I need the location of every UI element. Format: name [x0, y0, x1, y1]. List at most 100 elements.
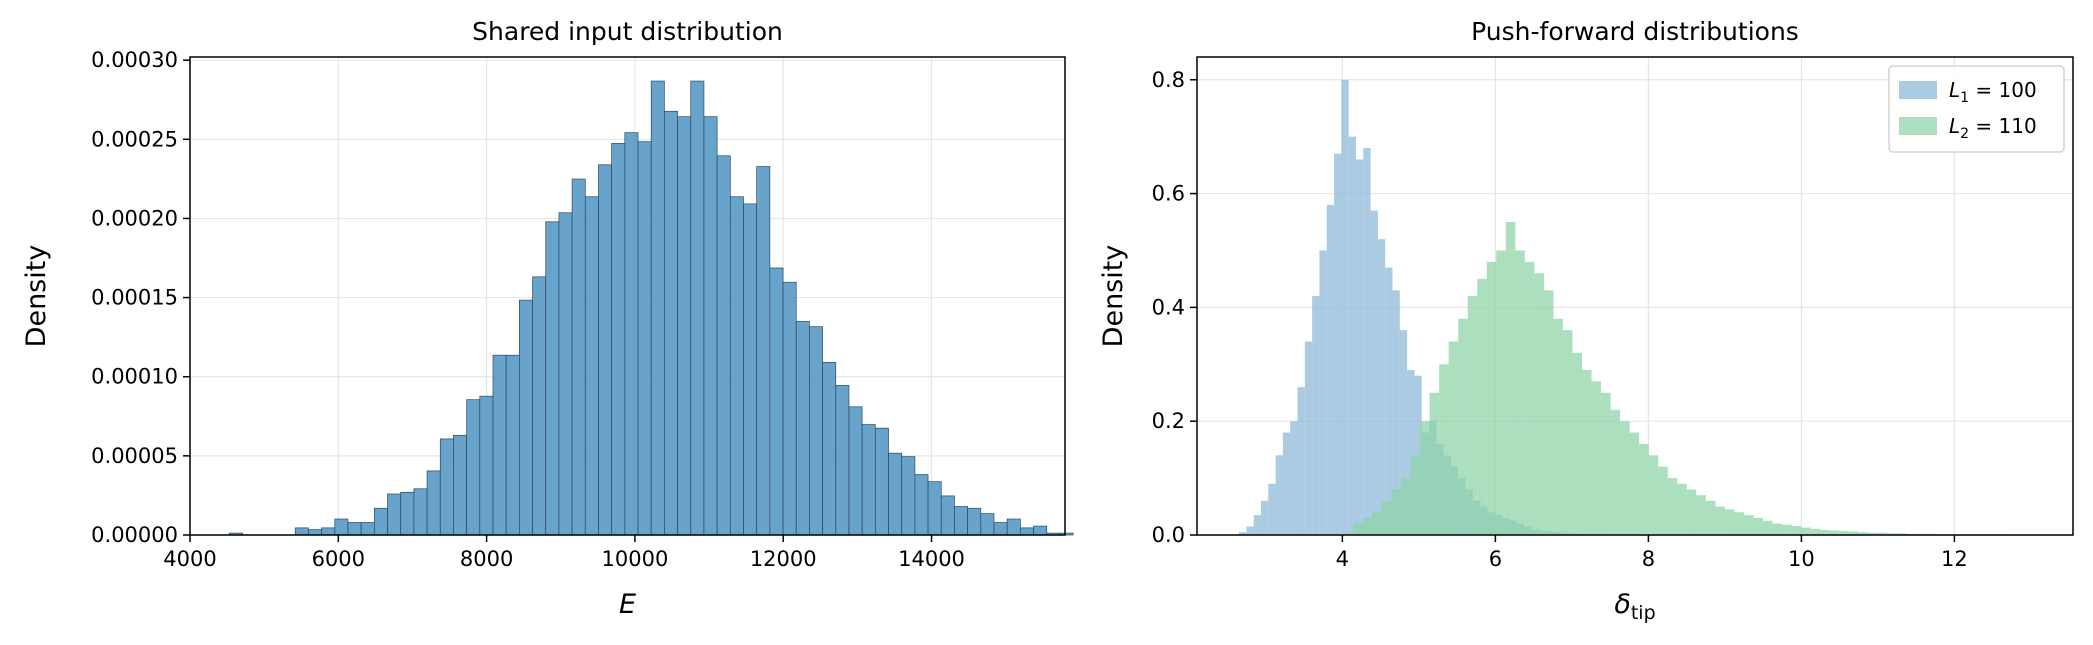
x-tick-label: 6000 — [312, 547, 365, 571]
legend-entry-l1: L1 = 100 — [1899, 78, 2037, 106]
histogram-bar-l2 — [1848, 531, 1859, 535]
histogram-bar-l1 — [1341, 79, 1349, 535]
x-tick-label: 12 — [1941, 547, 1968, 571]
histogram-bar-l2 — [1858, 532, 1868, 535]
y-tick-label: 0.4 — [1152, 295, 1185, 319]
y-tick-label: 0.00020 — [91, 206, 178, 230]
legend-label-l2: L2 = 110 — [1949, 114, 2037, 142]
x-tick-label: 10 — [1788, 547, 1815, 571]
y-tick-label: 0.00005 — [91, 444, 178, 468]
histogram-bar-l2 — [1401, 478, 1411, 535]
histogram-bar — [1033, 525, 1048, 536]
histogram-bar-l2 — [1429, 392, 1440, 535]
histogram-bar-l2 — [1743, 515, 1754, 535]
histogram-bar-l2 — [1667, 478, 1678, 535]
histogram-bar — [453, 434, 467, 536]
histogram-bar — [479, 395, 494, 536]
histogram-bar-l2 — [1629, 432, 1640, 535]
histogram-bar — [466, 399, 481, 536]
histogram-bar-l2 — [1582, 369, 1592, 535]
legend-label-l1: L1 = 100 — [1949, 78, 2037, 106]
legend-label-l1-sub: 1 — [1960, 90, 1969, 106]
histogram-bar — [940, 495, 955, 536]
histogram-bar-l2 — [1448, 341, 1459, 535]
histogram-bar — [334, 518, 349, 536]
histogram-bar-l1 — [1239, 532, 1247, 535]
x-axis-label-main: δ — [1614, 589, 1631, 620]
histogram-bar-l1 — [1399, 330, 1408, 535]
histogram-bar-l2 — [1867, 532, 1878, 535]
histogram-bar-l2 — [1534, 273, 1544, 535]
histogram-bar-l2 — [1343, 532, 1354, 535]
histogram-series-l2 — [1343, 222, 2011, 535]
x-tick-label: 4000 — [163, 547, 216, 571]
histogram-bar — [822, 361, 837, 536]
histogram-bar — [426, 470, 441, 536]
histogram-bar-l1 — [1407, 369, 1415, 535]
histogram-bar — [650, 80, 665, 536]
histogram-bar — [400, 491, 415, 536]
histogram-bar — [373, 507, 388, 536]
chart-push-forward: 4 6 8 10 12 0.00.20.40.60.8 Push-forward dis… — [1098, 17, 2074, 624]
histogram-bar — [571, 178, 586, 536]
histogram-bar-l1 — [1385, 267, 1393, 535]
legend: L1 = 100 L2 = 110 — [1888, 65, 2065, 153]
histogram-bar — [874, 427, 889, 536]
histogram-bar-l2 — [1410, 455, 1421, 535]
x-axis-label: δtip — [1614, 589, 1655, 624]
histogram-bar-l1 — [1392, 290, 1400, 535]
y-axis-label: Density — [1098, 245, 1129, 348]
histogram-bar — [360, 522, 375, 536]
histogram-bar-l2 — [1391, 489, 1402, 535]
histogram-bar-l1 — [1377, 239, 1386, 535]
histogram-bar-l1 — [1355, 159, 1364, 535]
histogram-bar-l2 — [1886, 533, 1897, 535]
histogram-bar — [743, 203, 758, 536]
histogram-bar — [294, 527, 309, 536]
histogram-bar-l1 — [1334, 153, 1342, 535]
histogram-bar-l2 — [1648, 455, 1659, 535]
x-axis-label-sub: tip — [1631, 602, 1656, 624]
x-tick-label: 6 — [1489, 547, 1502, 571]
histogram-bar-l2 — [1467, 296, 1478, 535]
histogram-bar — [809, 326, 823, 536]
histogram-bar — [1059, 532, 1074, 536]
histogram-bar — [347, 522, 362, 536]
histogram-bar-l2 — [1686, 489, 1697, 535]
histogram-bar-l1 — [1312, 296, 1320, 535]
y-tick-label: 0.0 — [1152, 523, 1185, 547]
histogram-bar — [703, 116, 718, 536]
histogram-bar — [532, 276, 547, 536]
x-tick-label: 8 — [1642, 547, 1655, 571]
histogram-bar-l2 — [1515, 250, 1525, 535]
histogram-bar-l2 — [1372, 512, 1382, 535]
histogram-bar-l2 — [1486, 261, 1497, 535]
legend-label-l2-sub: 2 — [1960, 126, 1969, 142]
histogram-bar — [690, 80, 705, 536]
x-tick-label: 10000 — [602, 547, 669, 571]
histogram-bar-l2 — [1610, 409, 1621, 535]
histogram-bar-l2 — [1601, 392, 1611, 535]
histogram-bar-l2 — [1362, 517, 1373, 535]
histogram-bar-l2 — [1724, 509, 1735, 535]
histogram-bars — [228, 80, 1074, 536]
histogram-bar-l1 — [1260, 500, 1269, 535]
histogram-bar-l1 — [1282, 432, 1291, 535]
histogram-bar — [967, 507, 982, 536]
histogram-bar-l1 — [1275, 455, 1283, 535]
histogram-bar-l2 — [1353, 523, 1363, 535]
histogram-bar-l1 — [1246, 526, 1254, 535]
legend-entry-l2: L2 = 110 — [1899, 114, 2037, 142]
histogram-bar-l2 — [1381, 500, 1392, 535]
histogram-bar — [598, 164, 612, 536]
histogram-bar-l2 — [1762, 520, 1773, 535]
histogram-bar — [716, 155, 731, 536]
histogram-bar — [439, 438, 454, 536]
histogram-bar — [321, 527, 336, 536]
histogram-bar-l1 — [1319, 250, 1327, 535]
histogram-bar-l1 — [1304, 341, 1313, 535]
histogram-bar — [611, 143, 626, 536]
histogram-bar — [861, 424, 876, 536]
histogram-bar — [954, 506, 968, 536]
histogram-bar — [848, 406, 863, 536]
